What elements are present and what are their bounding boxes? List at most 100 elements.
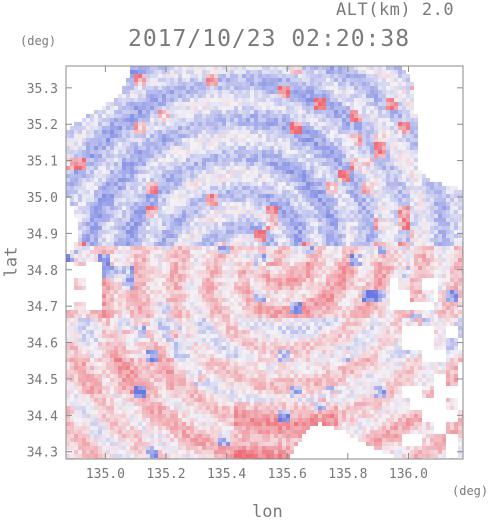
heatmap-cell: [294, 234, 298, 238]
heatmap-cell: [346, 134, 350, 138]
heatmap-cell: [386, 186, 390, 190]
heatmap-cell: [74, 130, 78, 134]
heatmap-cell: [394, 222, 398, 226]
heatmap-cell: [258, 246, 262, 250]
heatmap-cell: [402, 182, 406, 186]
heatmap-cell: [214, 66, 218, 70]
heatmap-cell: [218, 110, 222, 114]
heatmap-cell: [290, 258, 294, 262]
heatmap-cell: [386, 202, 390, 206]
heatmap-cell: [270, 186, 274, 190]
heatmap-cell: [366, 218, 370, 222]
heatmap-cell: [150, 138, 154, 142]
heatmap-cell: [198, 274, 202, 278]
heatmap-cell: [326, 214, 330, 218]
heatmap-cell: [182, 122, 186, 126]
heatmap-cell: [266, 270, 270, 274]
heatmap-cell: [98, 174, 102, 178]
heatmap-cell: [190, 162, 194, 166]
heatmap-cell: [310, 122, 314, 126]
heatmap-cell: [246, 78, 250, 82]
heatmap-cell: [206, 282, 210, 286]
heatmap-cell: [98, 186, 102, 190]
heatmap-cell: [78, 214, 82, 218]
heatmap-cell: [366, 258, 370, 262]
heatmap-cell: [326, 102, 330, 106]
heatmap-cell: [254, 154, 258, 158]
heatmap-cell: [262, 278, 266, 282]
heatmap-cell: [210, 162, 214, 166]
heatmap-cell: [390, 174, 394, 178]
heatmap-cell: [250, 82, 254, 86]
heatmap-cell: [142, 214, 146, 218]
heatmap-cell: [154, 286, 158, 290]
heatmap-cell: [406, 154, 410, 158]
heatmap-cell: [194, 170, 198, 174]
heatmap-cell: [362, 102, 366, 106]
heatmap-cell: [266, 66, 270, 70]
heatmap-cell: [374, 170, 378, 174]
heatmap-cell: [262, 258, 266, 262]
heatmap-cell: [278, 74, 282, 78]
heatmap-cell: [410, 154, 414, 158]
heatmap-cell: [270, 286, 274, 290]
heatmap-cell: [218, 190, 222, 194]
heatmap-cell: [378, 210, 382, 214]
heatmap-cell: [70, 126, 74, 130]
heatmap-cell: [330, 94, 334, 98]
heatmap-cell: [74, 178, 78, 182]
heatmap-cell: [374, 202, 378, 206]
heatmap-cell: [330, 278, 334, 282]
heatmap-cell: [258, 138, 262, 142]
heatmap-cell: [122, 134, 126, 138]
heatmap-cell: [294, 222, 298, 226]
heatmap-cell: [226, 258, 230, 262]
heatmap-cell: [402, 110, 406, 114]
heatmap-cell: [82, 170, 86, 174]
heatmap-cell: [102, 274, 106, 278]
heatmap-cell: [402, 274, 406, 278]
heatmap-cell: [138, 70, 142, 74]
heatmap-cell: [202, 146, 206, 150]
heatmap-cell: [190, 130, 194, 134]
heatmap-cell: [222, 282, 226, 286]
heatmap-cell: [78, 230, 82, 234]
heatmap-cell: [402, 126, 406, 130]
heatmap-cell: [118, 190, 122, 194]
heatmap-cell: [234, 178, 238, 182]
heatmap-cell: [70, 190, 74, 194]
heatmap-cell: [146, 90, 150, 94]
heatmap-cell: [166, 282, 170, 286]
heatmap-cell: [326, 278, 330, 282]
heatmap-cell: [134, 262, 138, 266]
heatmap-cell: [122, 162, 126, 166]
heatmap-cell: [326, 206, 330, 210]
heatmap-cell: [266, 162, 270, 166]
heatmap-cell: [294, 182, 298, 186]
heatmap-cell: [306, 146, 310, 150]
heatmap-cell: [366, 94, 370, 98]
heatmap-cell: [362, 134, 366, 138]
heatmap-cell: [102, 122, 106, 126]
heatmap-cell: [366, 266, 370, 270]
heatmap-cell: [286, 118, 290, 122]
heatmap-cell: [314, 230, 318, 234]
heatmap-cell: [162, 118, 166, 122]
heatmap-cell: [218, 250, 222, 254]
heatmap-cell: [154, 102, 158, 106]
heatmap-cell: [402, 198, 406, 202]
heatmap-cell: [298, 202, 302, 206]
heatmap-cell: [70, 258, 74, 262]
heatmap-cell: [346, 250, 350, 254]
heatmap-cell: [318, 70, 322, 74]
heatmap-cell: [174, 202, 178, 206]
heatmap-cell: [178, 162, 182, 166]
heatmap-cell: [450, 230, 454, 234]
heatmap-cell: [158, 130, 162, 134]
heatmap-cell: [134, 274, 138, 278]
heatmap-cell: [302, 230, 306, 234]
heatmap-cell: [374, 174, 378, 178]
heatmap-cell: [398, 190, 402, 194]
heatmap-cell: [398, 226, 402, 230]
heatmap-cell: [130, 278, 134, 282]
